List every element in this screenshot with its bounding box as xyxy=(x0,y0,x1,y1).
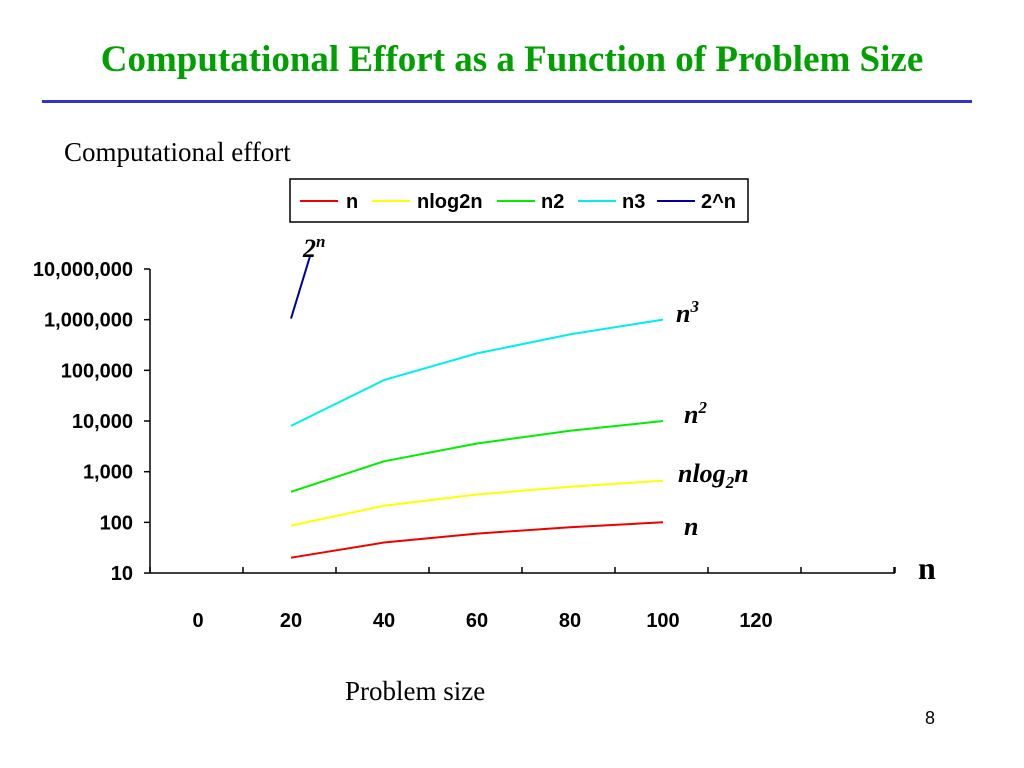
legend-label: n2 xyxy=(541,191,564,213)
legend-label: nlog2n xyxy=(417,191,483,213)
x-axis-symbol: n xyxy=(918,550,936,586)
x-tick-label: 60 xyxy=(466,610,488,632)
x-tick-label: 40 xyxy=(373,610,395,632)
series-annotations: 2n n3 n2 nlog2n n xyxy=(302,232,749,541)
chart-legend: n nlog2n n2 n3 2^n xyxy=(289,178,749,223)
x-tick-label: 20 xyxy=(280,610,302,632)
y-tick-label: 1,000,000 xyxy=(44,310,133,332)
x-tick-label: 120 xyxy=(739,610,772,632)
chart-axes: 10,000,0001,000,000100,00010,0001,000100… xyxy=(33,259,936,632)
series-line-n3 xyxy=(290,318,664,427)
y-tick-label: 10 xyxy=(111,563,133,585)
chart-series xyxy=(290,255,664,559)
slide-title: Computational Effort as a Function of Pr… xyxy=(100,39,924,80)
annotation-n2: n2 xyxy=(684,398,707,429)
annotation-n: n xyxy=(684,512,698,541)
y-tick-label: 1,000 xyxy=(83,462,133,484)
y-tick-label: 10,000 xyxy=(72,411,133,433)
series-line-n2 xyxy=(290,420,664,493)
series-line-2n xyxy=(290,255,312,319)
legend-label: 2^n xyxy=(701,191,736,213)
title-divider xyxy=(42,100,972,103)
annotation-n3: n3 xyxy=(676,297,699,328)
y-tick-label: 100 xyxy=(100,512,133,534)
x-tick-label: 100 xyxy=(646,610,679,632)
legend-label: n xyxy=(346,191,358,213)
y-tick-label: 10,000,000 xyxy=(33,259,133,281)
page-number: 8 xyxy=(925,708,936,728)
y-axis-label: Computational effort xyxy=(64,137,291,167)
y-tick-label: 100,000 xyxy=(61,360,133,382)
x-tick-label: 80 xyxy=(559,610,581,632)
annotation-2n: 2n xyxy=(302,232,325,263)
series-line-n xyxy=(290,521,664,559)
x-axis-label: Problem size xyxy=(345,676,486,706)
legend-label: n3 xyxy=(622,191,645,213)
annotation-nlog2n: nlog2n xyxy=(678,459,749,492)
x-tick-label: 0 xyxy=(192,610,203,632)
series-line-nlog2n xyxy=(290,479,664,527)
